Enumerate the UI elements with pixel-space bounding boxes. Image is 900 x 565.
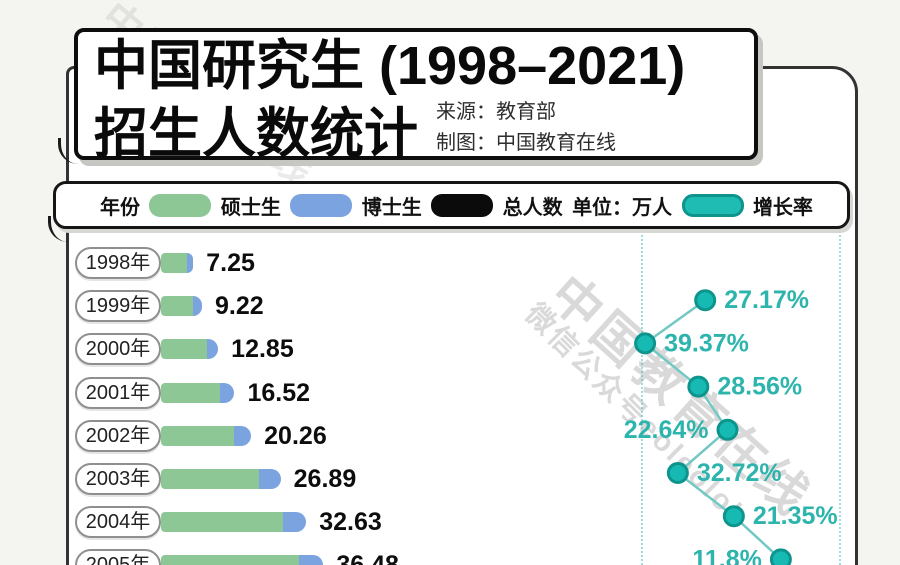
doctoral-segment [207, 339, 219, 360]
masters-segment [161, 425, 235, 446]
page-title-line1: 中国研究生 (1998–2021) [94, 36, 686, 96]
growth-swatch [681, 193, 744, 217]
year-pill: 2003年 [75, 463, 161, 495]
year-pill: 2001年 [75, 376, 161, 409]
legend-unit-label: 单位：万人 [572, 196, 673, 219]
growth-axis-gridline-zero [839, 231, 841, 565]
legend-corner-fold [48, 216, 69, 242]
credit-label: 制图：中国教育在线 [436, 132, 616, 155]
title-card: 中国研究生 (1998–2021) 招生人数统计 来源：教育部 制图：中国教育在… [74, 28, 758, 164]
growth-axis-gridline-max [641, 231, 643, 565]
masters-segment [161, 296, 194, 317]
masters-segment [161, 382, 221, 403]
doctoral-segment [193, 296, 202, 317]
year-pill: 2004年 [75, 506, 161, 539]
legend-bar: 年份 硕士生 博士生 总人数 单位：万人 增长率 [53, 181, 850, 229]
masters-segment [161, 555, 299, 565]
year-pill: 2002年 [75, 419, 161, 452]
legend-total-label: 总人数 [502, 196, 563, 219]
enrollment-bar [161, 296, 202, 317]
title-source-block: 来源：教育部 制图：中国教育在线 [436, 97, 616, 165]
doctoral-segment [298, 555, 324, 565]
doctoral-segment [220, 382, 235, 403]
masters-segment [161, 469, 259, 489]
doctoral-segment [282, 512, 307, 533]
total-value-label: 26.89 [293, 465, 357, 493]
doctoral-swatch [290, 193, 353, 217]
legend-doctoral-label: 博士生 [361, 196, 422, 219]
enrollment-bar [161, 512, 307, 533]
title-corner-fold [58, 138, 79, 164]
enrollment-bar [161, 382, 235, 403]
masters-swatch [149, 193, 212, 217]
masters-segment [161, 339, 208, 360]
total-value-label: 9.22 [215, 292, 264, 321]
legend-masters-label: 硕士生 [220, 196, 281, 219]
enrollment-bar [161, 555, 324, 565]
total-value-label: 36.48 [336, 549, 399, 565]
total-value-label: 16.52 [247, 378, 311, 407]
enrollment-bar [161, 253, 194, 273]
legend-growth-label: 增长率 [752, 196, 813, 219]
doctoral-segment [258, 469, 281, 489]
enrollment-bar [161, 425, 252, 446]
doctoral-segment [234, 425, 252, 446]
year-pill: 2000年 [75, 333, 161, 366]
year-pill: 2005年 [75, 549, 161, 565]
masters-segment [161, 253, 187, 273]
total-swatch [431, 193, 494, 217]
enrollment-bar [161, 469, 281, 489]
year-pill: 1998年 [75, 247, 161, 279]
enrollment-bar [161, 339, 219, 360]
total-value-label: 20.26 [264, 421, 327, 450]
source-label: 来源：教育部 [436, 101, 556, 124]
year-pill: 1999年 [75, 290, 161, 323]
total-value-label: 12.85 [231, 335, 294, 364]
total-value-label: 7.25 [206, 249, 255, 277]
masters-segment [161, 512, 283, 533]
doctoral-segment [186, 253, 194, 273]
total-value-label: 32.63 [319, 508, 382, 537]
legend-year-label: 年份 [100, 196, 140, 219]
page-title-line2: 招生人数统计 [94, 104, 418, 164]
